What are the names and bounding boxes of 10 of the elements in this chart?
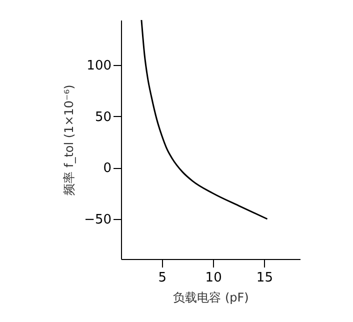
y-axis-title: 频率 f_tol (1×10⁻⁶) <box>62 84 76 196</box>
x-tick-label: 15 <box>256 270 273 286</box>
x-tick-label: 5 <box>158 270 167 286</box>
y-tick-label: −50 <box>84 212 112 228</box>
x-tick-label: 10 <box>205 270 222 286</box>
y-tick-label: 0 <box>103 161 112 176</box>
y-tick-label: 50 <box>94 110 112 125</box>
y-tick-label: 100 <box>86 58 112 74</box>
x-axis-title: 负载电容 (pF) <box>173 290 249 304</box>
line-series <box>140 20 268 220</box>
